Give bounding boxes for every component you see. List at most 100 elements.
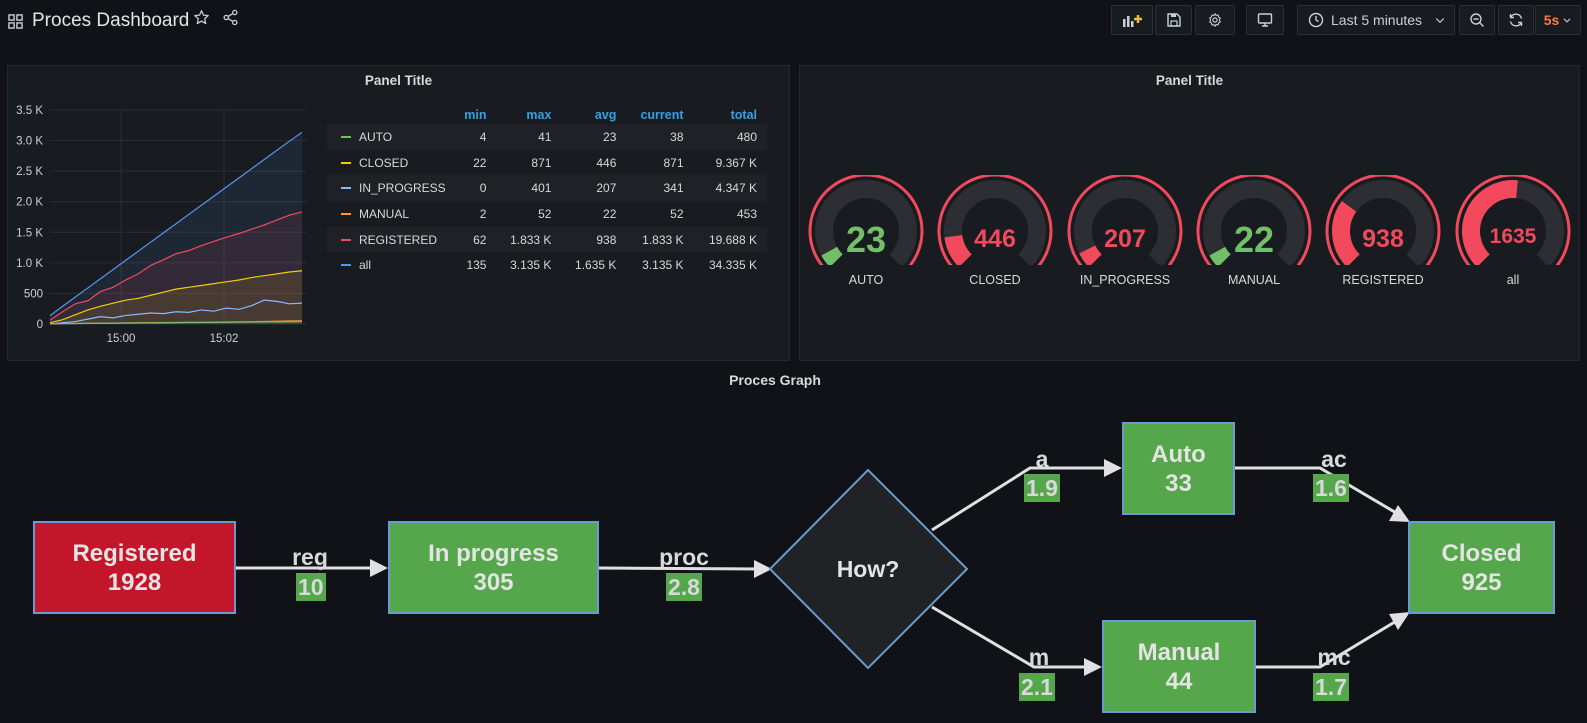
- dashboard-settings-button[interactable]: [1195, 5, 1235, 35]
- gauge-value: 938: [1362, 225, 1404, 253]
- legend-max-value: 52: [538, 206, 552, 221]
- top-bar: Proces Dashboard: [0, 0, 1587, 42]
- legend-total-value: 453: [736, 206, 757, 221]
- legend-color-swatch[interactable]: [341, 238, 351, 241]
- node-registered-count: 1928: [107, 568, 162, 596]
- legend-series-name[interactable]: IN_PROGRESS: [327, 175, 456, 202]
- x-tick-label: 15:02: [210, 333, 239, 345]
- legend-series-name[interactable]: CLOSED: [327, 150, 456, 176]
- legend-series-name[interactable]: REGISTERED: [327, 226, 456, 253]
- gauge-dial: [937, 175, 1053, 265]
- gauge-in_progress[interactable]: 207 IN_PROGRESS: [1066, 175, 1184, 295]
- legend-color-swatch[interactable]: [341, 187, 351, 190]
- legend-series-name[interactable]: all: [327, 252, 456, 278]
- gauge-value: 207: [1104, 225, 1146, 253]
- series-line-all[interactable]: [49, 131, 303, 317]
- legend-row-closed[interactable]: CLOSED 22 871 446 871 9.367 K: [327, 150, 767, 176]
- legend-row-registered[interactable]: REGISTERED 62 1.833 K 938 1.833 K 19.688 K: [327, 226, 767, 253]
- legend-header-current[interactable]: current: [640, 108, 684, 122]
- legend-series-label: all: [359, 258, 372, 273]
- legend-header-avg[interactable]: avg: [594, 108, 617, 122]
- legend-series-name[interactable]: MANUAL: [327, 201, 456, 227]
- node-manual-count: 44: [1165, 667, 1193, 695]
- star-icon[interactable]: [193, 9, 210, 26]
- legend-header-min[interactable]: min: [464, 108, 487, 122]
- dashboard-title[interactable]: Proces Dashboard: [32, 10, 190, 31]
- gauge-manual[interactable]: 22 MANUAL: [1195, 175, 1313, 295]
- process-graph-title[interactable]: Proces Graph: [729, 372, 821, 388]
- legend-row-in_progress[interactable]: IN_PROGRESS 0 401 207 341 4.347 K: [327, 175, 767, 202]
- refresh-interval-value: 5s: [1543, 12, 1560, 28]
- gauge-auto[interactable]: 23 AUTO: [807, 175, 925, 295]
- legend-avg-value: 938: [561, 226, 627, 253]
- y-tick-label: 1.0 K: [16, 258, 43, 270]
- gauge-label: IN_PROGRESS: [1079, 273, 1171, 287]
- gauge-label: all: [1506, 273, 1520, 287]
- legend-color-swatch[interactable]: [341, 264, 351, 267]
- legend-avg-value: 23: [561, 124, 627, 150]
- refresh-interval-picker[interactable]: 5s: [1535, 5, 1581, 35]
- x-tick-label: 15:00: [107, 333, 136, 345]
- node-in-progress[interactable]: In progress 305: [388, 521, 599, 614]
- series-line-auto[interactable]: [49, 321, 303, 325]
- add-panel-button[interactable]: [1111, 5, 1153, 35]
- node-manual-name: Manual: [1137, 638, 1221, 666]
- legend-max-value: 41: [496, 124, 562, 150]
- gauge-closed[interactable]: 446 CLOSED: [936, 175, 1054, 295]
- legend-avg-value: 1.635 K: [575, 258, 617, 273]
- gauge-threshold-red: [1325, 175, 1441, 265]
- y-tick-label: 500: [24, 288, 43, 300]
- edge-m: [931, 605, 1090, 669]
- series-area-all: [50, 132, 302, 324]
- timeseries-chart[interactable]: 0 500 1.0 K 1.5 K 2.0 K 2.5 K 3.0 K 3.5 K 15:00 1…: [7, 100, 327, 355]
- edge-ac-label: ac: [1321, 446, 1347, 472]
- panel-title[interactable]: Panel Title: [1155, 73, 1224, 88]
- save-dashboard-button[interactable]: [1155, 5, 1192, 35]
- legend-color-swatch[interactable]: [341, 213, 351, 216]
- node-how-name: How?: [836, 555, 900, 582]
- gauge-threshold-red: [1455, 175, 1571, 265]
- legend-series-name[interactable]: AUTO: [327, 124, 456, 150]
- node-manual[interactable]: Manual 44: [1102, 620, 1256, 713]
- node-auto[interactable]: Auto 33: [1122, 422, 1235, 515]
- gauge-value: 1635: [1489, 225, 1537, 248]
- legend-header-max[interactable]: max: [526, 108, 552, 122]
- time-range-picker[interactable]: Last 5 minutes: [1297, 5, 1455, 35]
- legend-series-label: MANUAL: [359, 206, 410, 221]
- series-line-registered[interactable]: [49, 211, 303, 321]
- gauge-threshold-red: [808, 175, 924, 265]
- legend-row-auto[interactable]: AUTO 4 41 23 38 480: [327, 124, 767, 150]
- refresh-button[interactable]: [1498, 5, 1534, 35]
- chevron-down-icon: [1435, 18, 1445, 24]
- legend-series-label: AUTO: [359, 129, 393, 144]
- legend-row-all[interactable]: all 135 3.135 K 1.635 K 3.135 K 34.335 K: [327, 252, 767, 278]
- zoom-out-button[interactable]: [1459, 5, 1495, 35]
- gauge-track: [1203, 180, 1305, 265]
- y-tick-label: 1.5 K: [16, 227, 43, 239]
- dashboards-grid-icon[interactable]: [8, 14, 23, 29]
- view-mode-button[interactable]: [1246, 5, 1284, 35]
- edge-proc-arrow: [754, 560, 772, 578]
- gauge-value-arc: [1332, 201, 1361, 265]
- y-tick-label: 3.0 K: [16, 136, 43, 148]
- legend-color-swatch[interactable]: [341, 136, 351, 138]
- series-line-in_progress[interactable]: [49, 299, 303, 325]
- legend-color-swatch[interactable]: [341, 161, 351, 164]
- legend-row-manual[interactable]: MANUAL 2 52 22 52 453: [327, 201, 767, 227]
- edge-m-arrow: [1084, 658, 1102, 676]
- series-line-closed[interactable]: [49, 270, 303, 324]
- share-icon[interactable]: [222, 9, 239, 26]
- legend-header-total[interactable]: total: [730, 108, 757, 122]
- monitor-icon: [1257, 13, 1273, 27]
- gauge-value: 22: [1233, 219, 1275, 260]
- gauge-registered[interactable]: 938 REGISTERED: [1324, 175, 1442, 295]
- edge-mc-arrow: [1389, 612, 1410, 630]
- node-closed[interactable]: Closed 925: [1408, 521, 1555, 614]
- gauge-all[interactable]: 1635 all: [1454, 175, 1572, 295]
- node-closed-count: 925: [1461, 568, 1502, 596]
- node-registered[interactable]: Registered 1928: [33, 521, 236, 614]
- panel-title[interactable]: Panel Title: [364, 73, 433, 88]
- legend-current-value: 3.135 K: [642, 258, 684, 273]
- gauge-label: CLOSED: [969, 273, 1021, 287]
- node-how[interactable]: How?: [790, 540, 946, 598]
